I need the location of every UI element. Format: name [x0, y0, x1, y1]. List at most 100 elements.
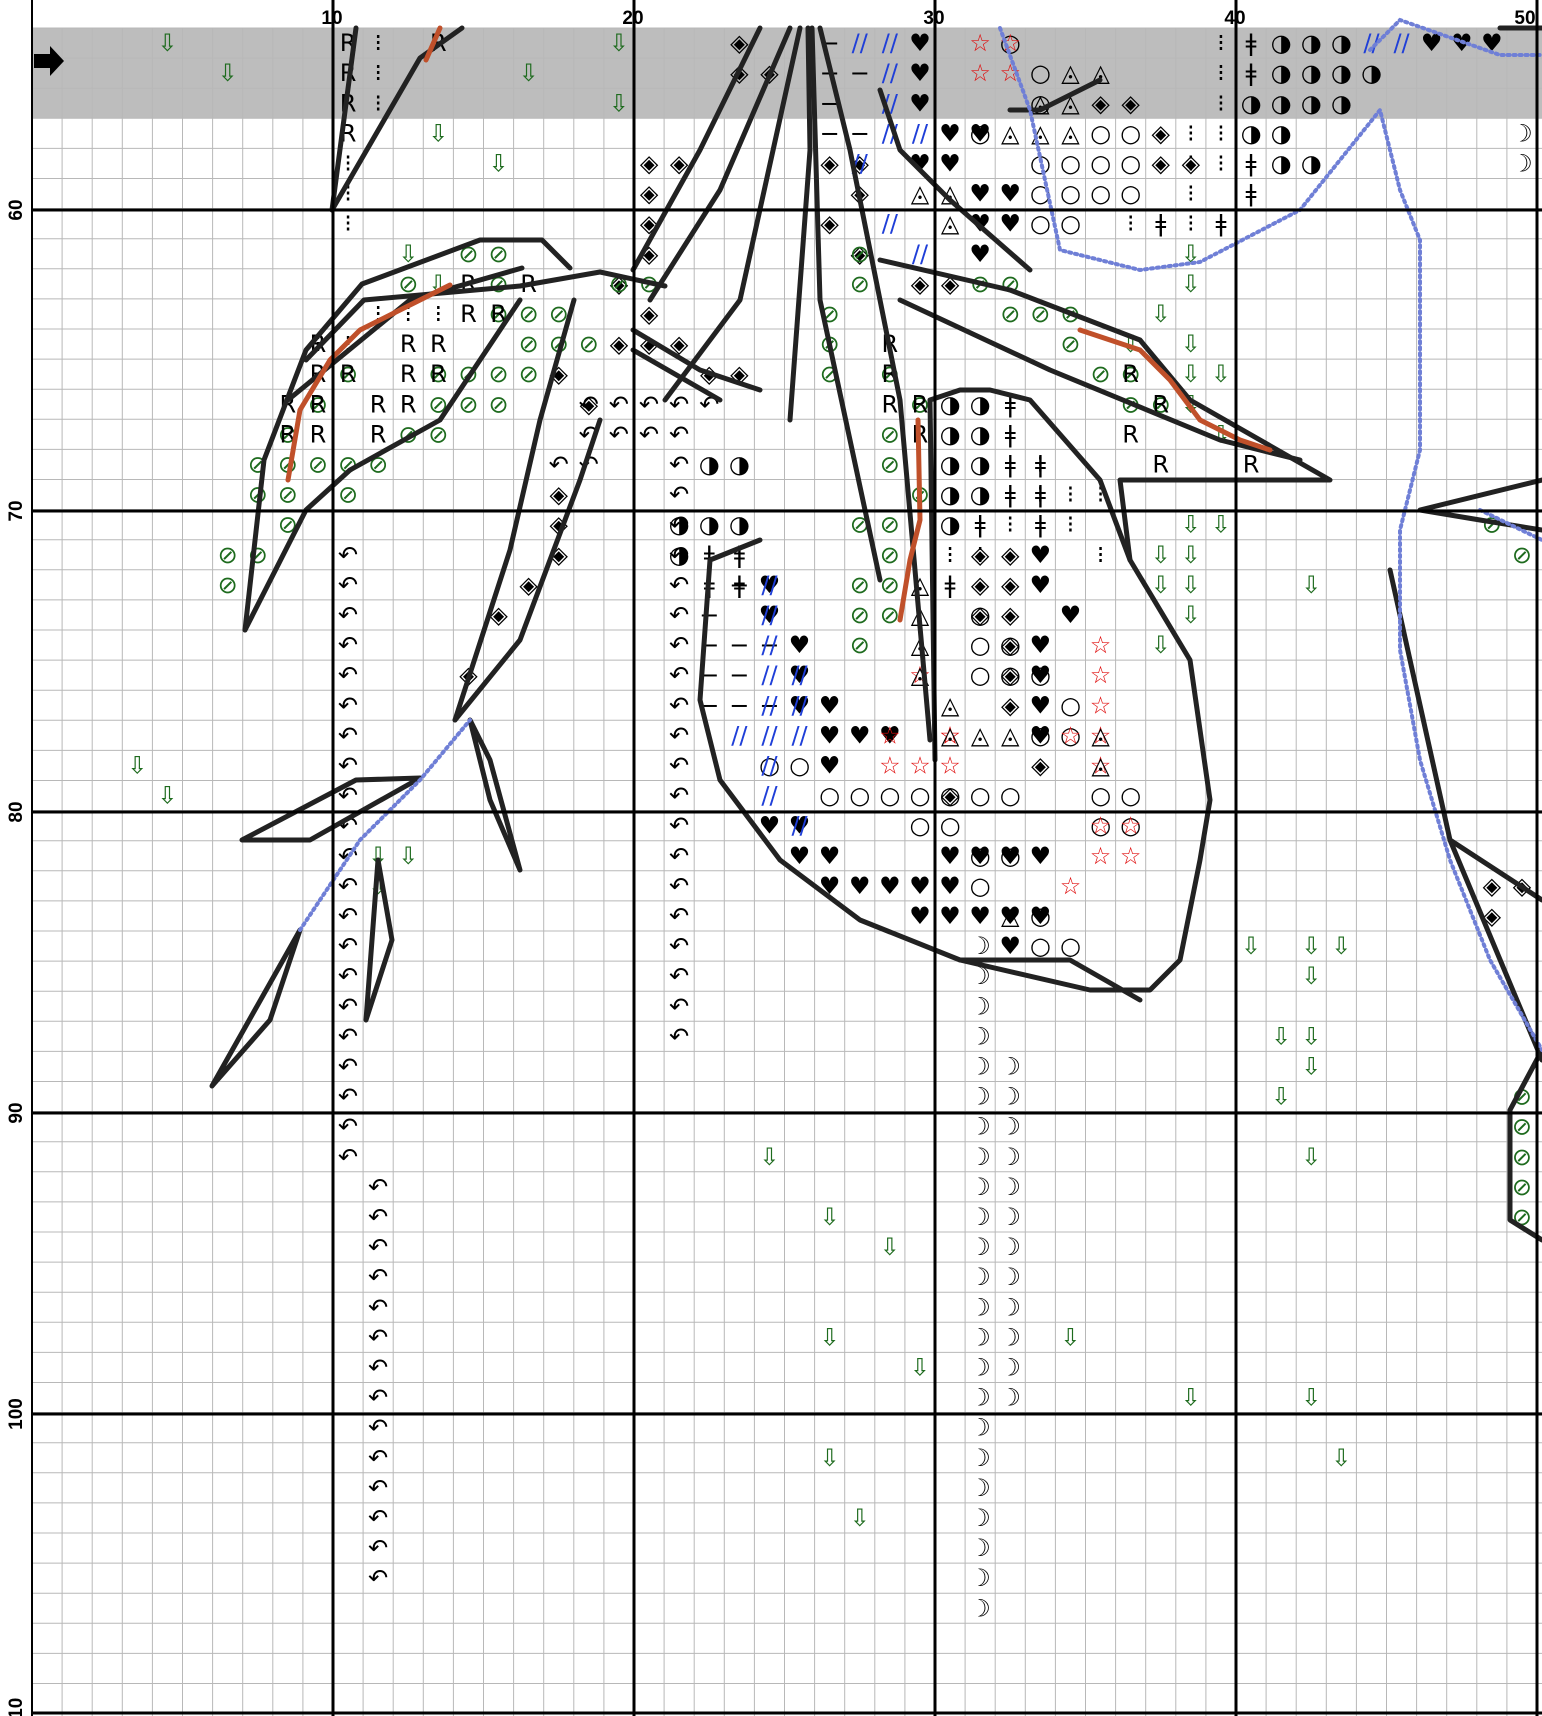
sprout-symbol: ⇩ — [157, 782, 177, 810]
double-cross-symbol: ǂ — [1215, 210, 1226, 238]
curl-arrow-symbol: ↶ — [368, 1504, 388, 1532]
slashed-circle-symbol: ⊘ — [428, 360, 448, 388]
triangle-dot-symbol: ◬ — [1001, 902, 1020, 930]
sprout-symbol: ⇩ — [1301, 1022, 1321, 1050]
double-cross-symbol: ǂ — [975, 511, 986, 539]
heart-symbol: ♥ — [849, 872, 871, 900]
slashed-circle-symbol: ⊘ — [880, 450, 900, 478]
heart-symbol: ♥ — [1030, 721, 1052, 749]
circle-symbol: ○ — [970, 601, 991, 629]
curl-arrow-symbol: ↶ — [669, 541, 689, 569]
double-cross-symbol: ǂ — [1246, 29, 1257, 57]
r-symbol: R — [280, 420, 297, 448]
heart-symbol: ♥ — [969, 240, 991, 268]
crescent-symbol: ☽ — [969, 1263, 991, 1291]
row-label: 110 — [6, 1698, 27, 1716]
double-slash-symbol: // — [852, 29, 869, 57]
diamond-dot-symbol: ◈ — [1001, 541, 1020, 569]
double-cross-symbol: ǂ — [1246, 59, 1257, 87]
double-cross-symbol: ǂ — [1035, 511, 1046, 539]
curl-arrow-symbol: ↶ — [669, 751, 689, 779]
slashed-circle-symbol: ⊘ — [880, 601, 900, 629]
double-slash-symbol: // — [882, 29, 899, 57]
sprout-symbol: ⇩ — [1181, 240, 1201, 268]
circle-symbol: ○ — [1030, 902, 1051, 930]
backstitch-line — [303, 269, 668, 363]
curl-arrow-symbol: ↶ — [338, 902, 358, 930]
heart-symbol: ♥ — [939, 149, 961, 177]
slashed-circle-symbol: ⊘ — [850, 270, 870, 298]
diamond-dot-symbol: ◈ — [941, 782, 960, 810]
dots-symbol: ⁝ — [1006, 511, 1014, 539]
star-symbol: ☆ — [1090, 631, 1112, 659]
circle-symbol: ○ — [1030, 210, 1051, 238]
dash-symbol: − — [729, 691, 749, 719]
slashed-circle-symbol: ⊘ — [488, 360, 508, 388]
overlap-band-fill — [32, 28, 1542, 119]
half-circle-symbol: ◑ — [1331, 89, 1352, 117]
blue-backstitch-line — [298, 718, 472, 932]
sprout-symbol: ⇩ — [1301, 1143, 1321, 1171]
heart-symbol: ♥ — [759, 601, 781, 629]
backstitch-line — [957, 957, 1143, 1003]
curl-arrow-symbol: ↶ — [338, 541, 358, 569]
slashed-circle-symbol: ⊘ — [338, 360, 358, 388]
column-label: 30 — [923, 8, 944, 29]
sprout-symbol: ⇩ — [218, 59, 238, 87]
circle-symbol: ○ — [1000, 631, 1021, 659]
r-symbol: R — [310, 390, 327, 418]
sprout-symbol: ⇩ — [1211, 360, 1231, 388]
sprout-symbol: ⇩ — [1331, 1444, 1351, 1472]
rust-backstitch-line — [897, 417, 923, 623]
diamond-dot-symbol: ◈ — [550, 481, 569, 509]
heart-symbol: ♥ — [939, 119, 961, 147]
curl-arrow-symbol: ↶ — [338, 661, 358, 689]
half-circle-symbol: ◑ — [970, 450, 991, 478]
column-label: 50 — [1514, 8, 1535, 29]
curl-arrow-symbol: ↶ — [368, 1173, 388, 1201]
crescent-symbol: ☽ — [969, 1052, 991, 1080]
circle-symbol: ○ — [1000, 29, 1021, 57]
sprout-symbol: ⇩ — [428, 119, 448, 147]
half-circle-symbol: ◑ — [669, 541, 690, 569]
double-cross-symbol: ǂ — [1005, 450, 1016, 478]
heart-symbol: ♥ — [969, 180, 991, 208]
star-symbol: ☆ — [999, 29, 1021, 57]
curl-arrow-symbol: ↶ — [368, 1474, 388, 1502]
double-cross-symbol: ǂ — [734, 541, 745, 569]
backstitch-line — [809, 25, 883, 583]
sprout-symbol: ⇩ — [1271, 1022, 1291, 1050]
right-arrow-icon — [34, 46, 64, 76]
triangle-dot-symbol: ◬ — [1091, 751, 1110, 779]
diamond-dot-symbol: ◈ — [1091, 89, 1110, 117]
slashed-circle-symbol: ⊘ — [458, 390, 478, 418]
circle-symbol: ○ — [1090, 782, 1111, 810]
dash-symbol: − — [759, 631, 779, 659]
double-slash-symbol: // — [882, 59, 899, 87]
triangle-dot-symbol: ◬ — [971, 721, 990, 749]
heart-symbol: ♥ — [879, 721, 901, 749]
heart-symbol: ♥ — [969, 842, 991, 870]
column-label: 20 — [622, 8, 643, 29]
diamond-dot-symbol: ◈ — [640, 300, 659, 328]
crescent-symbol: ☽ — [999, 1203, 1021, 1231]
slashed-circle-symbol: ⊘ — [1121, 360, 1141, 388]
half-circle-symbol: ◑ — [970, 481, 991, 509]
curl-arrow-symbol: ↶ — [338, 1083, 358, 1111]
crescent-symbol: ☽ — [1511, 119, 1533, 147]
heart-symbol: ♥ — [759, 812, 781, 840]
slashed-circle-symbol: ⊘ — [880, 511, 900, 539]
triangle-dot-symbol: ◬ — [1061, 119, 1080, 147]
crescent-symbol: ☽ — [969, 932, 991, 960]
heart-symbol: ♥ — [789, 661, 811, 689]
sprout-symbol: ⇩ — [609, 29, 629, 57]
r-symbol: R — [882, 390, 899, 418]
half-circle-symbol: ◑ — [1301, 149, 1322, 177]
dots-symbol: ⁝ — [1217, 29, 1225, 57]
star-symbol: ☆ — [1090, 691, 1112, 719]
sprout-symbol: ⇩ — [1301, 571, 1321, 599]
half-circle-symbol: ◑ — [1331, 59, 1352, 87]
crescent-symbol: ☽ — [969, 1414, 991, 1442]
circle-symbol: ○ — [1000, 661, 1021, 689]
star-symbol: ☆ — [969, 29, 991, 57]
